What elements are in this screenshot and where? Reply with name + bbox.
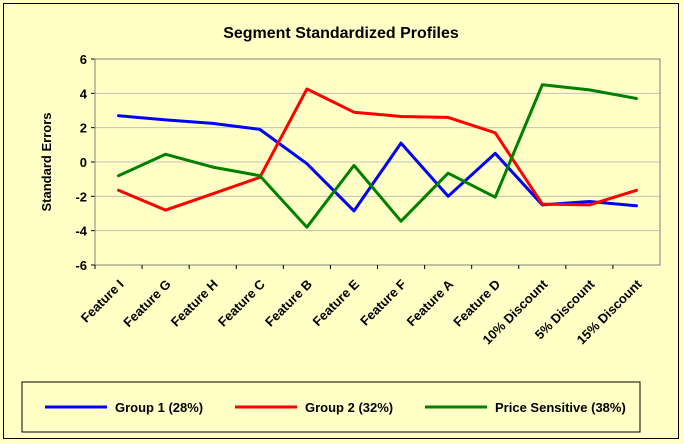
y-tick-label-2: -2 xyxy=(75,189,87,204)
x-tick-label-4: Feature B xyxy=(262,277,315,330)
x-tick-label-5: Feature E xyxy=(310,276,363,329)
legend-label-0: Group 1 (28%) xyxy=(115,400,203,415)
x-tick-label-7: Feature A xyxy=(404,276,457,329)
legend: Group 1 (28%) Group 2 (32%) Price Sensitiv… xyxy=(21,381,641,433)
y-axis-label: Standard Errors xyxy=(39,113,54,212)
y-tick-label-5: 4 xyxy=(80,86,88,101)
legend-label-2: Price Sensitive (38%) xyxy=(495,400,626,415)
x-tick-label-0: Feature I xyxy=(78,277,127,326)
y-tick-label-1: -4 xyxy=(75,224,87,239)
y-tick-label-0: -6 xyxy=(75,258,87,273)
x-tick-label-1: Feature G xyxy=(120,277,174,331)
x-tick-label-6: Feature F xyxy=(357,276,409,328)
x-tick-label-2: Feature H xyxy=(168,277,221,330)
y-tick-label-6: 6 xyxy=(80,52,87,67)
y-tick-label-3: 0 xyxy=(80,155,87,170)
y-tick-label-4: 2 xyxy=(80,121,87,136)
series-line-1 xyxy=(117,87,638,212)
x-tick-label-3: Feature C xyxy=(215,276,268,329)
legend-box xyxy=(21,381,641,433)
series-line-2 xyxy=(117,83,638,229)
chart-title: Segment Standardized Profiles xyxy=(223,25,459,42)
legend-label-1: Group 2 (32%) xyxy=(305,400,393,415)
